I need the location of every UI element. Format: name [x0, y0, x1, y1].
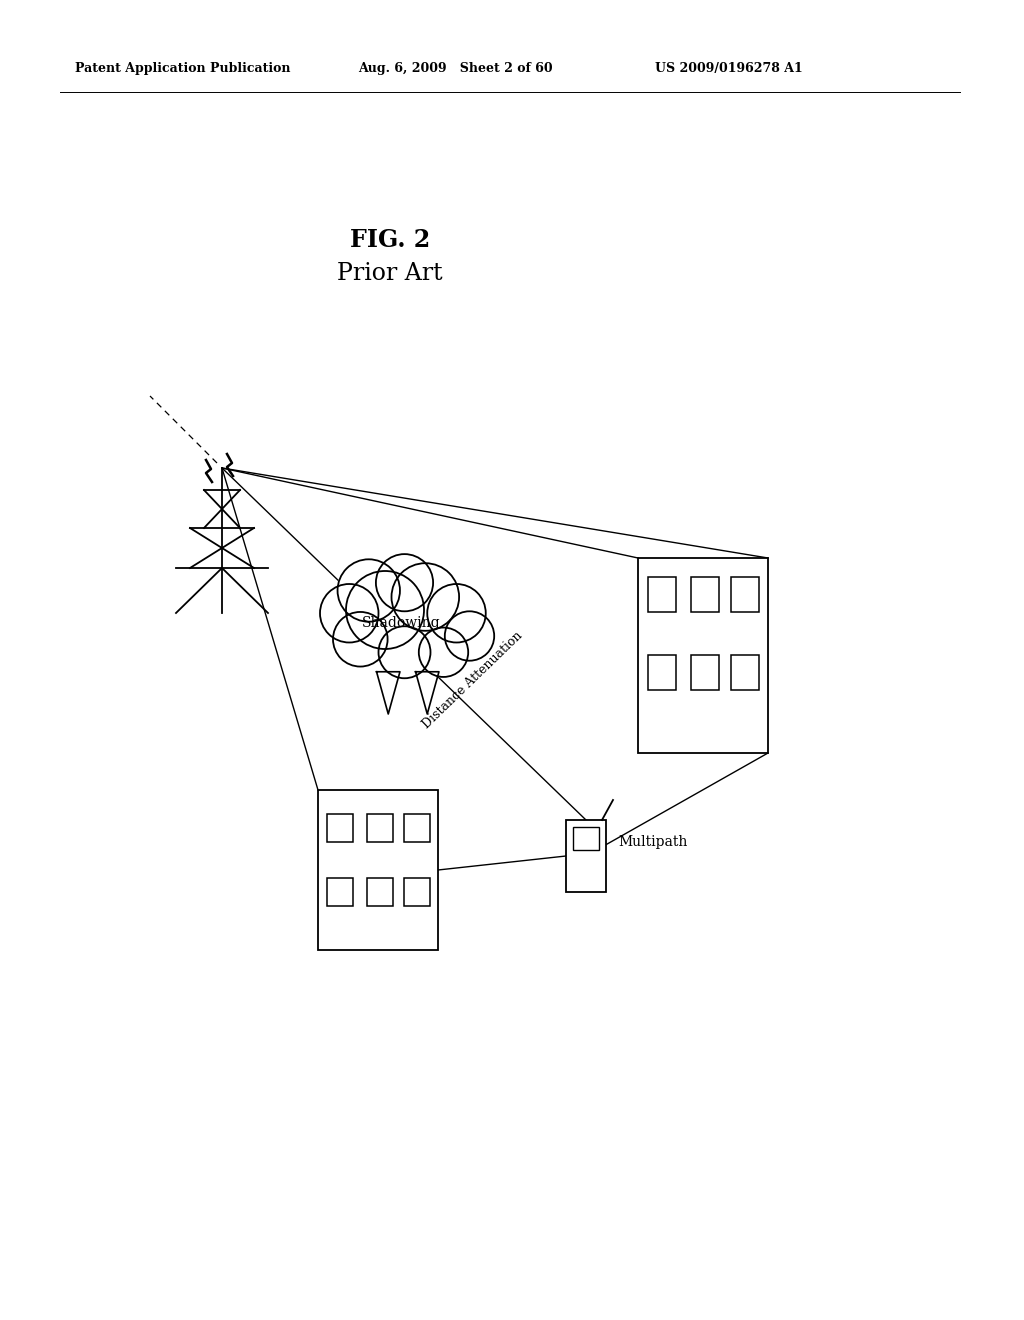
- Circle shape: [338, 560, 400, 622]
- Bar: [648, 655, 676, 690]
- Circle shape: [379, 626, 430, 678]
- Bar: [327, 878, 353, 906]
- Circle shape: [419, 627, 468, 677]
- Circle shape: [391, 564, 459, 631]
- Text: Prior Art: Prior Art: [337, 261, 442, 285]
- Text: Distance Attenuation: Distance Attenuation: [420, 630, 524, 731]
- Bar: [327, 814, 353, 842]
- Bar: [691, 577, 719, 612]
- Text: Aug. 6, 2009   Sheet 2 of 60: Aug. 6, 2009 Sheet 2 of 60: [358, 62, 553, 75]
- Bar: [638, 558, 768, 752]
- Text: Patent Application Publication: Patent Application Publication: [75, 62, 291, 75]
- Circle shape: [346, 572, 424, 649]
- Circle shape: [376, 554, 433, 611]
- Bar: [691, 655, 719, 690]
- Bar: [367, 878, 393, 906]
- Bar: [731, 655, 759, 690]
- Bar: [731, 577, 759, 612]
- Text: Shadowing: Shadowing: [361, 616, 440, 630]
- Bar: [367, 814, 393, 842]
- Bar: [404, 814, 430, 842]
- Text: FIG. 2: FIG. 2: [350, 228, 430, 252]
- Circle shape: [427, 583, 485, 643]
- Circle shape: [333, 612, 388, 667]
- Bar: [404, 878, 430, 906]
- Text: Multipath: Multipath: [618, 834, 687, 849]
- Circle shape: [319, 583, 379, 643]
- Bar: [648, 577, 676, 612]
- Bar: [566, 820, 606, 892]
- Bar: [318, 789, 438, 950]
- Text: US 2009/0196278 A1: US 2009/0196278 A1: [655, 62, 803, 75]
- Bar: [573, 828, 599, 850]
- Circle shape: [444, 611, 495, 661]
